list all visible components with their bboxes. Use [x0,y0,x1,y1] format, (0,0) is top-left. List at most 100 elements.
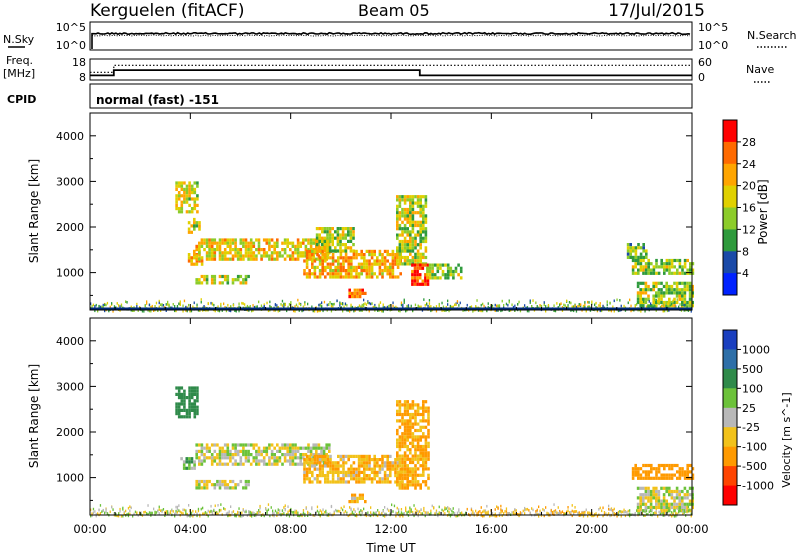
echo-cell [299,462,302,466]
echo-cell [326,461,330,465]
echo-cell [190,210,194,214]
clutter-cell [661,510,663,514]
echo-cell [681,499,684,503]
echo-cell [329,467,332,471]
clutter-cell [545,305,547,308]
clutter-cell [512,510,515,514]
clutter-cell [398,508,400,511]
echo-cell [331,239,334,243]
echo-cell [639,499,642,503]
echo-cell [662,499,666,503]
echo-cell [177,207,181,211]
echo-cell [296,238,300,242]
echo-cell [649,489,653,494]
echo-cell [311,259,314,263]
echo-cell [226,238,230,242]
echo-cell [236,443,240,447]
echo-cell [268,459,271,463]
echo-cell [629,255,632,259]
clutter-cell [129,512,131,516]
echo-cell [276,443,279,447]
clutter-cell [223,507,225,510]
echo-cell [360,461,363,465]
clutter-cell [438,505,440,509]
echo-cell [433,263,437,267]
x-axis-label: Time UT [365,541,416,554]
colorbar-tick-label: 100 [742,382,763,395]
echo-cell [198,244,201,248]
echo-cell [185,460,189,464]
echo-cell [424,441,428,445]
echo-cell [311,265,314,269]
echo-cell [645,252,648,256]
echo-cell [286,459,289,463]
echo-cell [418,276,422,280]
clutter-cell [601,309,603,313]
echo-cell [403,464,407,468]
echo-cell [409,246,412,250]
echo-cell [326,246,329,250]
clutter-cell [330,309,333,313]
clutter-cell [178,504,180,507]
clutter-cell [153,507,155,511]
clutter-cell [640,511,642,514]
echo-cell [308,275,311,279]
echo-cell [660,463,663,468]
clutter-cell [185,511,187,514]
echo-cell [416,223,420,228]
echo-cell [414,473,417,477]
echo-cell [303,461,306,465]
clutter-cell [335,508,337,512]
clutter-cell [577,305,579,308]
echo-cell [406,406,409,410]
echo-cell [424,227,428,231]
clutter-cell [536,305,538,308]
echo-cell [396,233,399,237]
clutter-cell [417,304,419,308]
clutter-cell [378,511,380,514]
echo-cell [683,291,687,295]
echo-cell [236,453,240,457]
echo-cell [351,500,354,504]
clutter-cell [567,506,569,509]
clutter-cell [326,512,328,516]
echo-cell [681,291,684,295]
clutter-cell [224,306,226,309]
clutter-cell [402,305,404,309]
echo-cell [355,275,358,279]
echo-cell [350,275,353,279]
echo-cell [234,449,237,453]
echo-cell [436,266,440,270]
clutter-cell [524,304,526,307]
echo-cell [416,198,420,202]
clutter-cell [487,512,489,516]
echo-cell [411,198,415,202]
echo-cell [424,483,428,487]
echo-cell [299,251,302,255]
echo-cell [670,493,674,497]
echo-cell [257,459,261,463]
echo-cell [193,224,196,228]
echo-cell [665,476,669,480]
echo-cell [268,456,271,460]
echo-cell [309,453,313,457]
echo-cell [416,448,420,452]
clutter-cell [234,514,236,518]
echo-cell [341,249,345,253]
echo-cell [416,412,420,417]
echo-cell [270,251,274,255]
echo-cell [411,279,414,283]
clutter-cell [168,303,170,307]
clutter-cell [97,512,99,515]
clutter-cell [405,508,407,511]
echo-cell [689,476,692,480]
echo-cell [315,257,318,261]
echo-cell [221,449,224,453]
echo-cell [406,207,409,212]
echo-cell [668,297,671,301]
echo-cell [337,467,340,471]
clutter-cell [322,309,324,313]
clutter-cell [158,305,160,309]
clutter-cell [561,309,564,312]
clutter-cell [664,305,666,308]
